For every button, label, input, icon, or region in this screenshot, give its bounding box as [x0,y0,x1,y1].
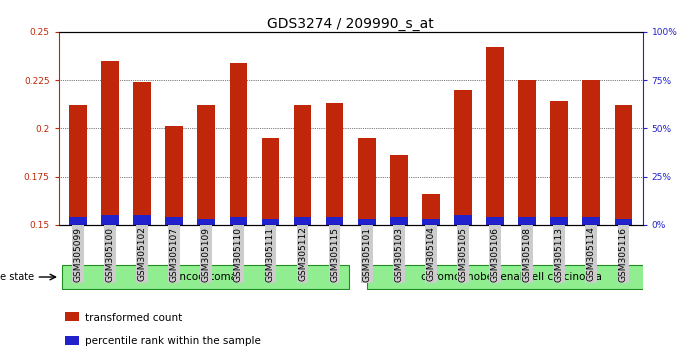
Bar [551,101,568,225]
Text: GSM305105: GSM305105 [458,227,468,281]
Bar [165,126,183,225]
Bar [358,138,375,225]
Bar [486,47,504,225]
Bar [551,217,568,225]
Text: GSM305108: GSM305108 [522,227,531,281]
Text: transformed count: transformed count [85,313,182,322]
Bar [64,336,79,345]
Text: GSM305101: GSM305101 [362,227,371,281]
Bar [390,155,408,225]
Bar [326,217,343,225]
Text: GSM305103: GSM305103 [395,227,404,281]
Bar [614,219,632,225]
Text: GSM305114: GSM305114 [587,227,596,281]
Text: GSM305112: GSM305112 [298,227,307,281]
Bar [102,61,119,225]
Bar [294,217,312,225]
Text: GSM305116: GSM305116 [619,227,628,281]
Text: GSM305102: GSM305102 [138,227,146,281]
Text: GSM305111: GSM305111 [266,227,275,281]
Text: GSM305100: GSM305100 [106,227,115,281]
Bar [518,80,536,225]
Text: GSM305109: GSM305109 [202,227,211,281]
Text: percentile rank within the sample: percentile rank within the sample [85,336,261,347]
Bar [102,215,119,225]
Bar [390,217,408,225]
Bar [262,138,279,225]
Bar [614,105,632,225]
Text: disease state: disease state [0,272,34,282]
Text: GSM305099: GSM305099 [73,227,82,281]
Text: GSM305110: GSM305110 [234,227,243,281]
Bar [486,217,504,225]
Bar [69,217,87,225]
Bar [326,103,343,225]
Bar [454,90,472,225]
FancyBboxPatch shape [367,265,657,289]
Bar [69,105,87,225]
Bar [198,105,215,225]
Bar [518,217,536,225]
Bar [64,312,79,321]
Bar [422,194,439,225]
Bar [422,219,439,225]
Text: chromophobe renal cell carcinoma: chromophobe renal cell carcinoma [422,272,603,282]
Bar [454,215,472,225]
Bar [229,217,247,225]
Bar [294,105,312,225]
Bar [358,219,375,225]
Bar [583,80,600,225]
Bar [165,217,183,225]
Bar [133,82,151,225]
Bar [262,219,279,225]
Text: GSM305104: GSM305104 [426,227,435,281]
Text: GSM305106: GSM305106 [491,227,500,281]
Bar [229,63,247,225]
Text: GSM305107: GSM305107 [170,227,179,281]
Bar [583,217,600,225]
Bar [198,219,215,225]
Bar [133,215,151,225]
Text: GSM305113: GSM305113 [555,227,564,281]
Text: GSM305115: GSM305115 [330,227,339,281]
FancyBboxPatch shape [62,265,349,289]
Title: GDS3274 / 209990_s_at: GDS3274 / 209990_s_at [267,17,434,31]
Text: oncocytoma: oncocytoma [173,272,238,282]
